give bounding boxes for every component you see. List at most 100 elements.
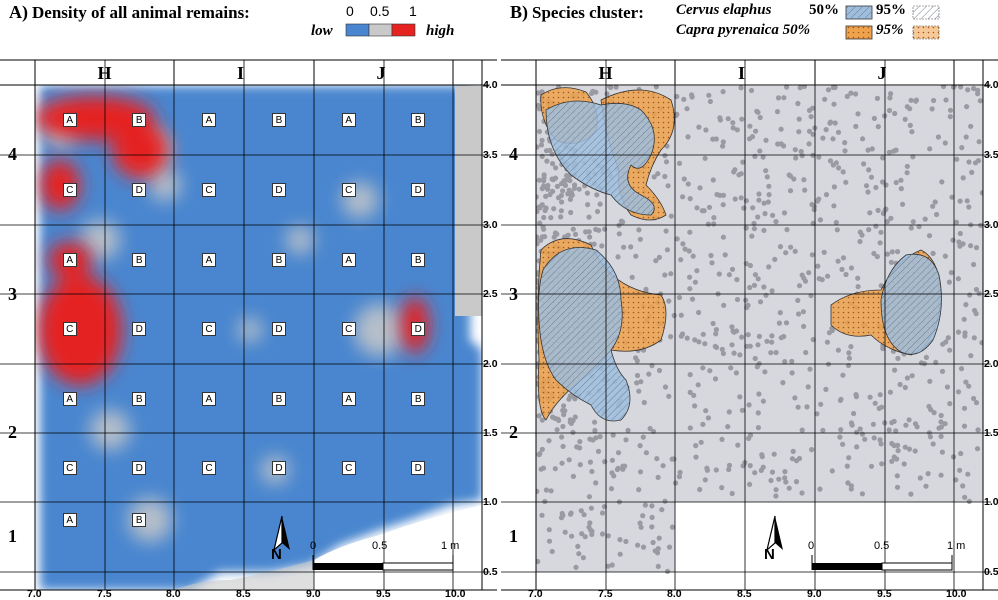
find-point [568, 197, 573, 202]
find-point [968, 124, 973, 129]
find-point [947, 401, 952, 406]
find-point [723, 252, 728, 257]
find-point [908, 492, 913, 497]
find-point [969, 170, 974, 175]
find-point [971, 396, 976, 401]
cell-label-i4-a: A [202, 113, 216, 127]
find-point [856, 284, 861, 289]
row-label-1: 1 [8, 526, 17, 547]
find-point [960, 483, 965, 488]
x-tick-10.0: 10.0 [946, 588, 966, 600]
find-point [730, 267, 735, 272]
cluster-layer [533, 84, 985, 574]
row-label-2: 2 [509, 422, 518, 443]
find-point [951, 454, 956, 459]
find-point [700, 365, 705, 370]
legend-tick-05: 0.5 [370, 3, 389, 19]
find-point [818, 402, 823, 407]
find-point [801, 177, 806, 182]
cell-label-j4-b: B [411, 113, 425, 127]
find-point [621, 245, 626, 250]
find-point [962, 424, 967, 429]
find-point [710, 137, 715, 142]
find-point [571, 227, 576, 232]
find-point [924, 355, 929, 360]
scale-bar-white-a [383, 563, 453, 570]
find-point [719, 485, 724, 490]
find-point [616, 450, 621, 455]
find-point [611, 473, 616, 478]
x-tick-8.0: 8.0 [166, 588, 181, 600]
find-point [788, 188, 793, 193]
find-point [550, 177, 555, 182]
find-point [822, 250, 827, 255]
find-point [838, 397, 843, 402]
find-point [633, 254, 638, 259]
find-point [764, 339, 769, 344]
find-point [965, 198, 970, 203]
find-point [825, 274, 830, 279]
find-point [773, 219, 778, 224]
row-label-3: 3 [8, 284, 17, 305]
find-point [727, 463, 732, 468]
find-point [804, 404, 809, 409]
find-point [673, 480, 678, 485]
find-point [784, 227, 789, 232]
find-point [966, 159, 971, 164]
find-point [759, 468, 764, 473]
find-point [892, 443, 897, 448]
find-point [540, 234, 545, 239]
find-point [826, 87, 831, 92]
find-point [779, 127, 784, 132]
column-label-i: I [738, 63, 745, 84]
find-point [678, 470, 683, 475]
find-point [721, 235, 726, 240]
find-point [868, 395, 873, 400]
find-point [965, 87, 970, 92]
row-label-2: 2 [8, 422, 17, 443]
find-point [853, 91, 858, 96]
find-point [703, 127, 708, 132]
find-point [880, 155, 885, 160]
find-point [752, 154, 757, 159]
find-point [779, 141, 784, 146]
find-point [713, 344, 718, 349]
find-point [544, 159, 549, 164]
find-point [873, 185, 878, 190]
find-point [837, 435, 842, 440]
y-tick-0.5: 0.5 [984, 566, 998, 578]
find-point [806, 384, 811, 389]
find-point [927, 146, 932, 151]
find-point [766, 184, 771, 189]
find-point [548, 215, 553, 220]
find-point [848, 344, 853, 349]
find-point [801, 324, 806, 329]
find-point [735, 297, 740, 302]
find-point [697, 185, 702, 190]
cell-label-h2-d: D [132, 461, 146, 475]
find-point [727, 409, 732, 414]
find-point [943, 97, 948, 102]
find-point [889, 459, 894, 464]
find-point [900, 202, 905, 207]
find-point [654, 456, 659, 461]
find-point [703, 408, 708, 413]
find-point [762, 201, 767, 206]
find-point [894, 180, 899, 185]
find-point [752, 226, 757, 231]
density-mid-blob-9 [286, 226, 314, 254]
find-point [825, 340, 830, 345]
find-point [799, 490, 804, 495]
find-point [693, 280, 698, 285]
find-point [755, 342, 760, 347]
find-point [633, 355, 638, 360]
find-point [958, 451, 963, 456]
find-point [693, 443, 698, 448]
density-mid-blob-10 [238, 318, 262, 342]
find-point [537, 129, 542, 134]
cell-label-j3-c: C [342, 322, 356, 336]
find-point [834, 220, 839, 225]
find-point [962, 317, 967, 322]
find-point [540, 202, 545, 207]
find-point [663, 384, 668, 389]
